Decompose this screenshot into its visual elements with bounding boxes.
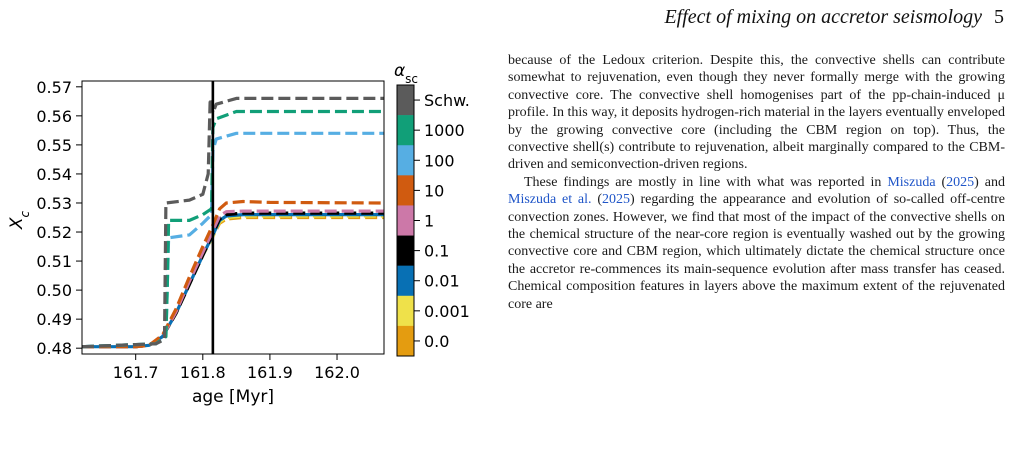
y-tick-label: 0.57	[36, 78, 72, 97]
y-axis-label: Xc	[7, 210, 32, 230]
colorbar-label: 0.0	[424, 332, 449, 351]
citation-miszuda-2025-year[interactable]: 2025	[946, 174, 975, 190]
colorbar-swatch	[397, 205, 414, 236]
colorbar-label: 10	[424, 181, 444, 200]
x-tick-label: 162.0	[314, 363, 360, 382]
series-line-0-001	[82, 214, 384, 349]
colorbar-swatch	[397, 265, 414, 297]
series-lines	[81, 96, 385, 349]
y-tick-label: 0.54	[36, 165, 72, 184]
citation-miszuda-et-al[interactable]: Miszuda et al.	[508, 192, 592, 208]
series-line-1000	[81, 109, 384, 349]
colorbar-label: 0.001	[424, 302, 470, 321]
series-line-0-0	[82, 215, 384, 349]
citation-miszuda-2025[interactable]: Miszuda	[887, 174, 936, 190]
x-axis-label: age [Myr]	[192, 387, 274, 407]
x-tick-label: 161.8	[180, 363, 226, 382]
colorbar-swatch	[397, 145, 414, 176]
colorbar-swatch	[397, 175, 414, 206]
page-number: 5	[994, 6, 1004, 28]
colorbar-title: αsc	[394, 61, 418, 86]
colorbar-swatch	[397, 115, 414, 146]
colorbar-swatch	[397, 295, 414, 327]
colorbar-label: 0.01	[424, 272, 460, 291]
y-tick-label: 0.55	[36, 136, 72, 155]
colorbar-label: 1	[424, 212, 434, 231]
y-tick-label: 0.52	[36, 223, 72, 242]
colorbar-label: 0.1	[424, 242, 449, 261]
colorbar-label: Schw.	[424, 91, 470, 110]
series-line-0-1	[82, 211, 384, 349]
body-text: because of the Ledoux criterion. Despite…	[508, 52, 1005, 313]
colorbar-label: 100	[424, 151, 455, 170]
y-tick-label: 0.49	[36, 310, 72, 329]
y-tick-label: 0.48	[36, 339, 72, 358]
x-tick-label: 161.7	[113, 363, 159, 382]
y-tick-label: 0.56	[36, 107, 72, 126]
series-line-1	[82, 209, 384, 349]
colorbar-label: 1000	[424, 121, 465, 140]
paragraph-1: because of the Ledoux criterion. Despite…	[508, 53, 1005, 173]
colorbar-frame	[396, 84, 415, 357]
x-tick-label: 161.9	[247, 363, 293, 382]
colorbar-swatch	[397, 85, 414, 116]
series-line-100	[81, 131, 384, 349]
colorbar-swatch	[397, 235, 414, 266]
colorbar-swatch	[397, 325, 414, 357]
axis-ticks: 161.7 161.8 161.9 162.0 0.48 0.49 0.50 0.51 0.52…	[36, 78, 360, 382]
y-tick-label: 0.53	[36, 194, 72, 213]
paragraph-2: These findings are mostly in line with w…	[508, 174, 1005, 312]
series-line-10	[82, 199, 385, 349]
citation-miszuda-et-al-year[interactable]: 2025	[602, 192, 630, 208]
plot-frame	[81, 80, 385, 355]
series-line-schw-	[81, 96, 384, 349]
colorbar: Schw. 1000 100 10 1 0.1 0.01 0.001 0.0	[396, 84, 470, 357]
header-title: Effect of mixing on accretor seismology	[664, 6, 982, 28]
xc-vs-age-chart: 161.7 161.8 161.9 162.0 0.48 0.49 0.50 0.51 0.52…	[7, 61, 470, 407]
y-tick-label: 0.51	[36, 252, 72, 271]
y-tick-label: 0.50	[36, 281, 72, 300]
running-header: Effect of mixing on accretor seismology 5	[664, 6, 1004, 29]
series-line-0-01	[82, 213, 384, 349]
